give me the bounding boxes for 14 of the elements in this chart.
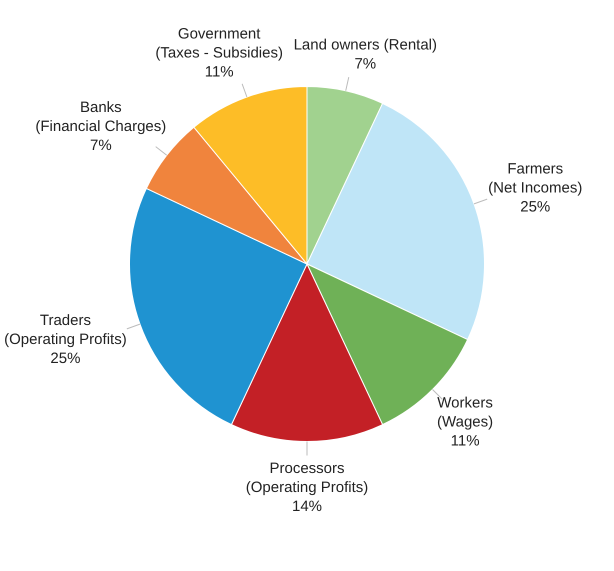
slice-label: Government (Taxes - Subsidies)	[155, 25, 283, 62]
slice-label: Processors (Operating Profits)	[246, 460, 368, 496]
data-label: 11%	[450, 432, 480, 450]
data-label: 25%	[50, 350, 80, 368]
slice-label: Land owners (Rental)	[294, 36, 437, 54]
slice-label: Banks (Financial Charges)	[35, 98, 166, 135]
slice-label: Traders (Operating Profits)	[4, 312, 127, 348]
data-label: 14%	[292, 498, 322, 516]
slice-label: Farmers (Net Incomes)	[488, 160, 582, 196]
slice-label: Workers (Wages)	[437, 394, 494, 431]
data-label: 7%	[354, 55, 376, 72]
data-label: 11%	[204, 63, 234, 80]
data-label: 7%	[90, 136, 112, 154]
data-label: 25%	[520, 198, 550, 216]
